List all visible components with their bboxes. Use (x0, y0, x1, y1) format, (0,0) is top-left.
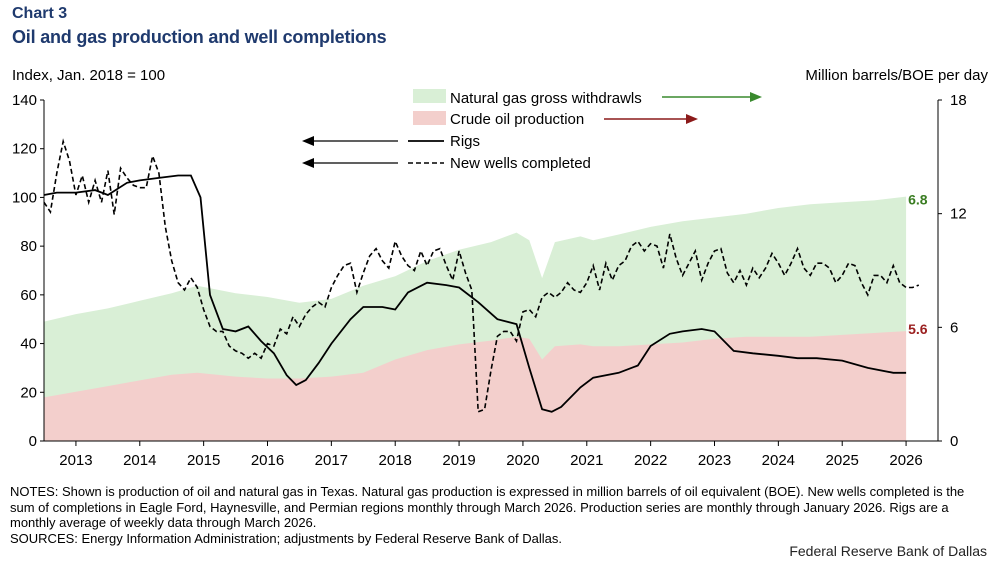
right-axis-title: Million barrels/BOE per day (805, 67, 988, 84)
crude-oil-area (44, 331, 907, 441)
x-tick-label: 2016 (251, 452, 284, 469)
legend-oil-swatch (413, 111, 446, 125)
chart-notes: NOTES: Shown is production of oil and na… (10, 484, 985, 546)
right-tick-label: 6 (950, 319, 958, 336)
left-tick-label: 0 (29, 433, 37, 450)
chart-number-label: Chart 3 (12, 5, 68, 22)
oil-end-label: 5.6 (908, 321, 928, 337)
legend-gas-label: Natural gas gross withdrawls (450, 90, 642, 107)
x-tick-label: 2018 (379, 452, 412, 469)
rigs-line (43, 174, 907, 413)
x-tick-label: 2026 (889, 452, 922, 469)
x-tick-label: 2023 (698, 452, 731, 469)
chart-title: Oil and gas production and well completi… (12, 27, 387, 47)
left-tick-label: 80 (20, 238, 37, 255)
right-tick-label: 18 (950, 92, 967, 109)
x-tick-label: 2014 (123, 452, 156, 469)
x-tick-label: 2024 (762, 452, 795, 469)
right-tick-label: 12 (950, 206, 967, 223)
legend-rigs-label: Rigs (450, 133, 480, 150)
x-tick-label: 2015 (187, 452, 220, 469)
left-tick-label: 140 (12, 92, 37, 109)
left-tick-label: 20 (20, 384, 37, 401)
x-tick-label: 2013 (59, 452, 92, 469)
left-tick-label: 40 (20, 336, 37, 353)
left-axis-title: Index, Jan. 2018 = 100 (12, 67, 165, 84)
notes-text: NOTES: Shown is production of oil and na… (10, 484, 965, 530)
right-tick-label: 0 (950, 433, 958, 450)
legend-oil-arrow-icon (686, 114, 698, 124)
legend-wells-arrow-icon (302, 158, 314, 168)
new-wells-line (43, 138, 920, 413)
sources-text: SOURCES: Energy Information Administrati… (10, 530, 563, 546)
legend-gas-swatch (413, 89, 446, 103)
legend-gas-arrow-icon (750, 92, 762, 102)
left-tick-label: 120 (12, 141, 37, 158)
legend-oil-label: Crude oil production (450, 111, 584, 128)
x-tick-label: 2019 (442, 452, 475, 469)
x-tick-label: 2021 (570, 452, 603, 469)
legend-rigs-arrow-icon (302, 136, 314, 146)
legend-wells-label: New wells completed (450, 155, 591, 172)
left-tick-label: 100 (12, 189, 37, 206)
left-tick-label: 60 (20, 287, 37, 304)
x-tick-label: 2025 (826, 452, 859, 469)
x-tick-label: 2017 (315, 452, 348, 469)
x-tick-label: 2020 (506, 452, 539, 469)
chart-svg: 0 20 40 60 80 100 120 140 0 6 12 18 2013 2014 2015 2016… (12, 67, 989, 469)
credit-text: Federal Reserve Bank of Dallas (789, 543, 987, 559)
gas-end-label: 6.8 (908, 192, 928, 208)
x-tick-label: 2022 (634, 452, 667, 469)
